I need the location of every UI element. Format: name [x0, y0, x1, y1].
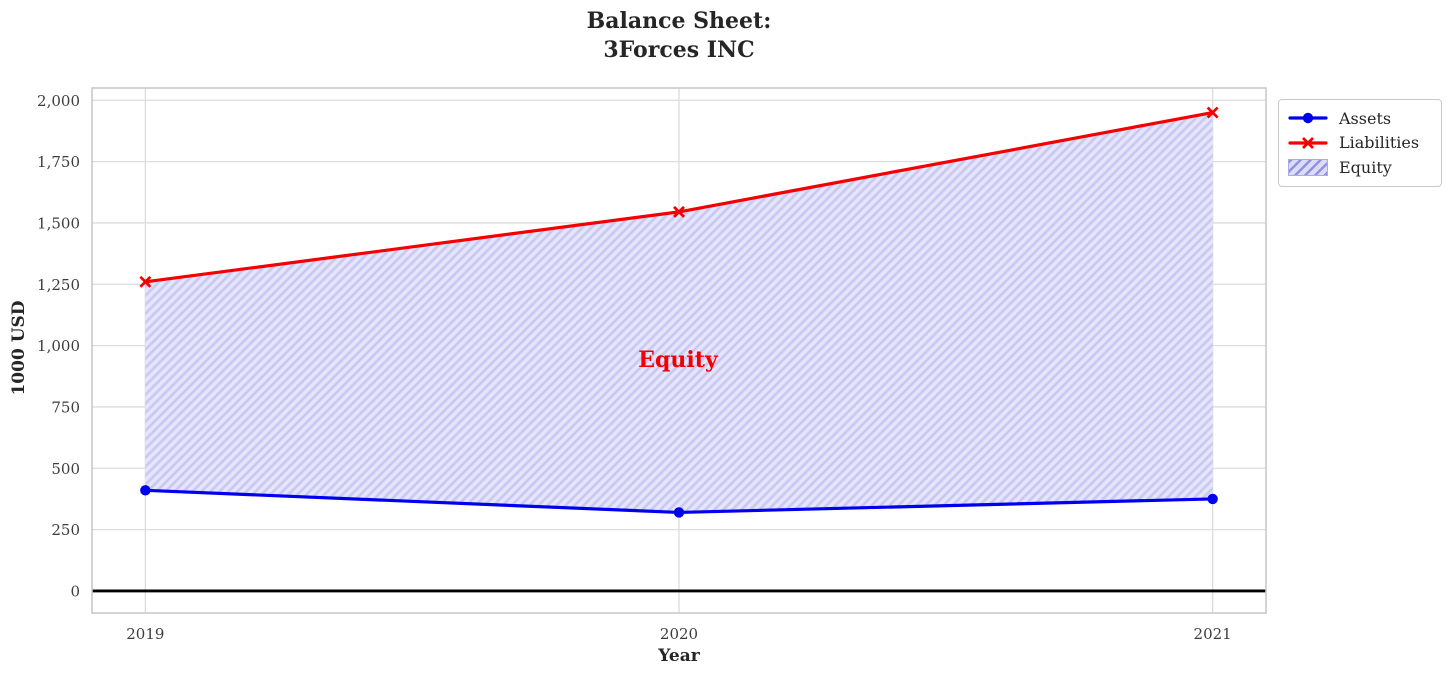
x-tick-label: 2019: [126, 625, 164, 643]
assets-marker: [1207, 493, 1218, 505]
chart-title-line-2: 3Forces INC: [603, 37, 755, 63]
y-tick-label: 1,750: [37, 153, 80, 171]
y-tick-label: 1,500: [37, 214, 80, 232]
y-tick-label: 1,250: [37, 276, 80, 294]
equity-annotation: Equity: [638, 347, 718, 373]
y-tick-label: 2,000: [37, 92, 80, 110]
legend-item-assets: Assets: [1288, 106, 1432, 130]
assets-marker: [140, 485, 151, 496]
liabilities-marker: [673, 205, 685, 218]
legend-label-liabilities: Liabilities: [1339, 133, 1420, 153]
x-tick-label: 2021: [1194, 625, 1232, 643]
assets-line-icon: [1288, 107, 1328, 129]
y-tick-label: 1,000: [37, 337, 80, 355]
equity-hatch-swatch-icon: [1288, 159, 1328, 177]
legend-label-assets: Assets: [1339, 108, 1392, 128]
y-tick-label: 0: [70, 582, 80, 600]
liabilities-marker: [1206, 106, 1219, 119]
liabilities-line-icon: [1288, 132, 1328, 154]
equity-area: [145, 112, 1213, 513]
legend: Assets Liabilities Equity: [1278, 99, 1442, 187]
axes-border: [91, 87, 1267, 614]
x-axis-label: Year: [658, 646, 700, 666]
assets-marker: [673, 507, 685, 518]
y-axis-label: 1000 USD: [9, 300, 29, 396]
legend-item-equity: Equity: [1288, 156, 1432, 180]
chart-title-line-1: Balance Sheet:: [586, 8, 772, 34]
y-tick-label: 750: [51, 398, 80, 416]
chart-title: Balance Sheet: 3Forces INC: [92, 7, 1266, 65]
liabilities-marker: [139, 275, 152, 288]
y-tick-label: 500: [51, 460, 80, 478]
y-tick-label: 250: [51, 521, 80, 539]
legend-label-equity: Equity: [1339, 158, 1392, 178]
x-tick-label: 2020: [660, 625, 698, 643]
legend-item-liabilities: Liabilities: [1288, 131, 1432, 155]
